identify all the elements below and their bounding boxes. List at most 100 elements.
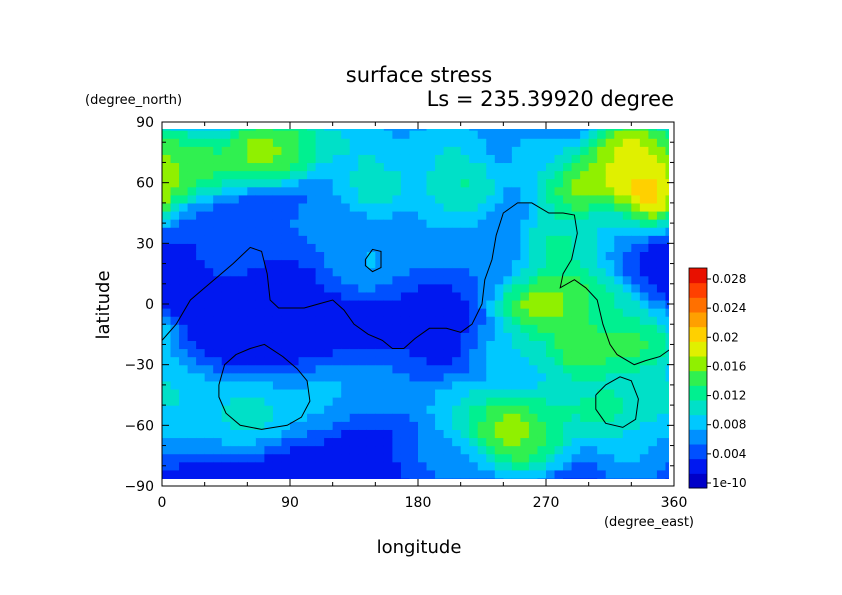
heatmap-cell [392,235,402,244]
heatmap-cell [486,186,496,196]
heatmap-cell [332,413,342,422]
heatmap-cell [196,364,206,374]
heatmap-cell [315,138,325,147]
heatmap-cell [281,364,291,374]
heatmap-cell [503,437,513,447]
heatmap-cell [255,397,265,406]
heatmap-cell [238,348,248,358]
heatmap-cell [358,154,368,164]
heatmap-cell [383,299,393,309]
heatmap-cell [400,461,411,471]
heatmap-cell [230,332,240,341]
heatmap-cell [520,405,530,414]
heatmap-cell [418,210,428,220]
heatmap-cell [631,316,641,325]
heatmap-cell [665,202,669,212]
heatmap-cell [494,138,504,147]
heatmap-cell [520,469,530,479]
heatmap-cell [281,372,291,382]
colorbar-swatch [689,341,707,357]
heatmap-cell [358,275,368,285]
heatmap-cell [281,397,291,406]
heatmap-cell [366,364,376,374]
heatmap-cell [639,413,649,422]
heatmap-cell [631,380,641,390]
heatmap-cell [597,469,607,479]
heatmap-cell [494,291,504,301]
heatmap-cell [520,340,530,350]
heatmap-cell [179,259,189,269]
heatmap-cell [264,348,274,358]
heatmap-cell [315,243,325,253]
contour-line [218,343,311,430]
heatmap-cell [605,469,615,479]
heatmap-cell [571,372,581,382]
heatmap-cell [332,129,342,131]
heatmap-cell [631,243,641,253]
heatmap-cell [580,186,590,196]
heatmap-cell [392,413,402,422]
heatmap-cell [230,283,240,293]
heatmap-cell [187,251,197,261]
heatmap-cell [162,210,172,220]
heatmap-cell [255,259,265,269]
heatmap-cell [537,445,547,455]
y-tick-label: −90 [124,479,154,495]
heatmap-cell [443,348,453,358]
heatmap-cell [170,324,180,333]
heatmap-cell [392,291,402,301]
heatmap-cell [341,372,351,382]
heatmap-cell [563,227,573,236]
heatmap-cell [170,243,180,253]
heatmap-cell [588,324,598,333]
heatmap-cell [520,324,530,333]
heatmap-cell [204,372,214,382]
heatmap-cell [597,130,607,139]
heatmap-cell [435,477,445,479]
heatmap-cell [230,146,240,155]
heatmap-cell [162,429,172,439]
heatmap-cell [426,210,436,220]
heatmap-cell [272,154,283,164]
heatmap-cell [520,308,530,317]
heatmap-cell [460,283,470,293]
heatmap-cell [272,251,283,261]
heatmap-cell [537,299,547,309]
heatmap-cell [238,405,248,414]
heatmap-cell [332,469,342,479]
heatmap-cell [528,154,539,164]
heatmap-cell [324,194,334,204]
heatmap-cell [400,388,411,398]
heatmap-cell [409,283,419,293]
heatmap-cell [392,364,402,374]
heatmap-cell [213,421,223,430]
heatmap-cell [170,316,180,325]
heatmap-cell [435,445,445,455]
heatmap-cell [665,332,669,341]
heatmap-cell [221,453,231,463]
heatmap-cell [503,138,513,147]
heatmap-cell [298,275,308,285]
heatmap-cell [341,138,351,147]
heatmap-cell [648,380,658,390]
heatmap-cell [656,388,667,398]
heatmap-cell [554,243,564,253]
heatmap-cell [631,364,641,374]
coastline-contours [162,202,669,430]
heatmap-cell [528,227,539,236]
heatmap-cell [392,332,402,341]
heatmap-cell [315,364,325,374]
heatmap-cell [605,437,615,447]
heatmap-cell [409,227,419,236]
heatmap-cell [511,202,521,212]
heatmap-cell [486,356,496,366]
heatmap-cell [528,259,539,269]
heatmap-cell [460,219,470,228]
heatmap-cell [196,445,206,455]
heatmap-cell [281,227,291,236]
heatmap-cell [238,146,248,155]
heatmap-cell [298,170,308,180]
heatmap-cell [665,397,669,406]
heatmap-cell [230,235,240,244]
heatmap-cell [426,356,436,366]
